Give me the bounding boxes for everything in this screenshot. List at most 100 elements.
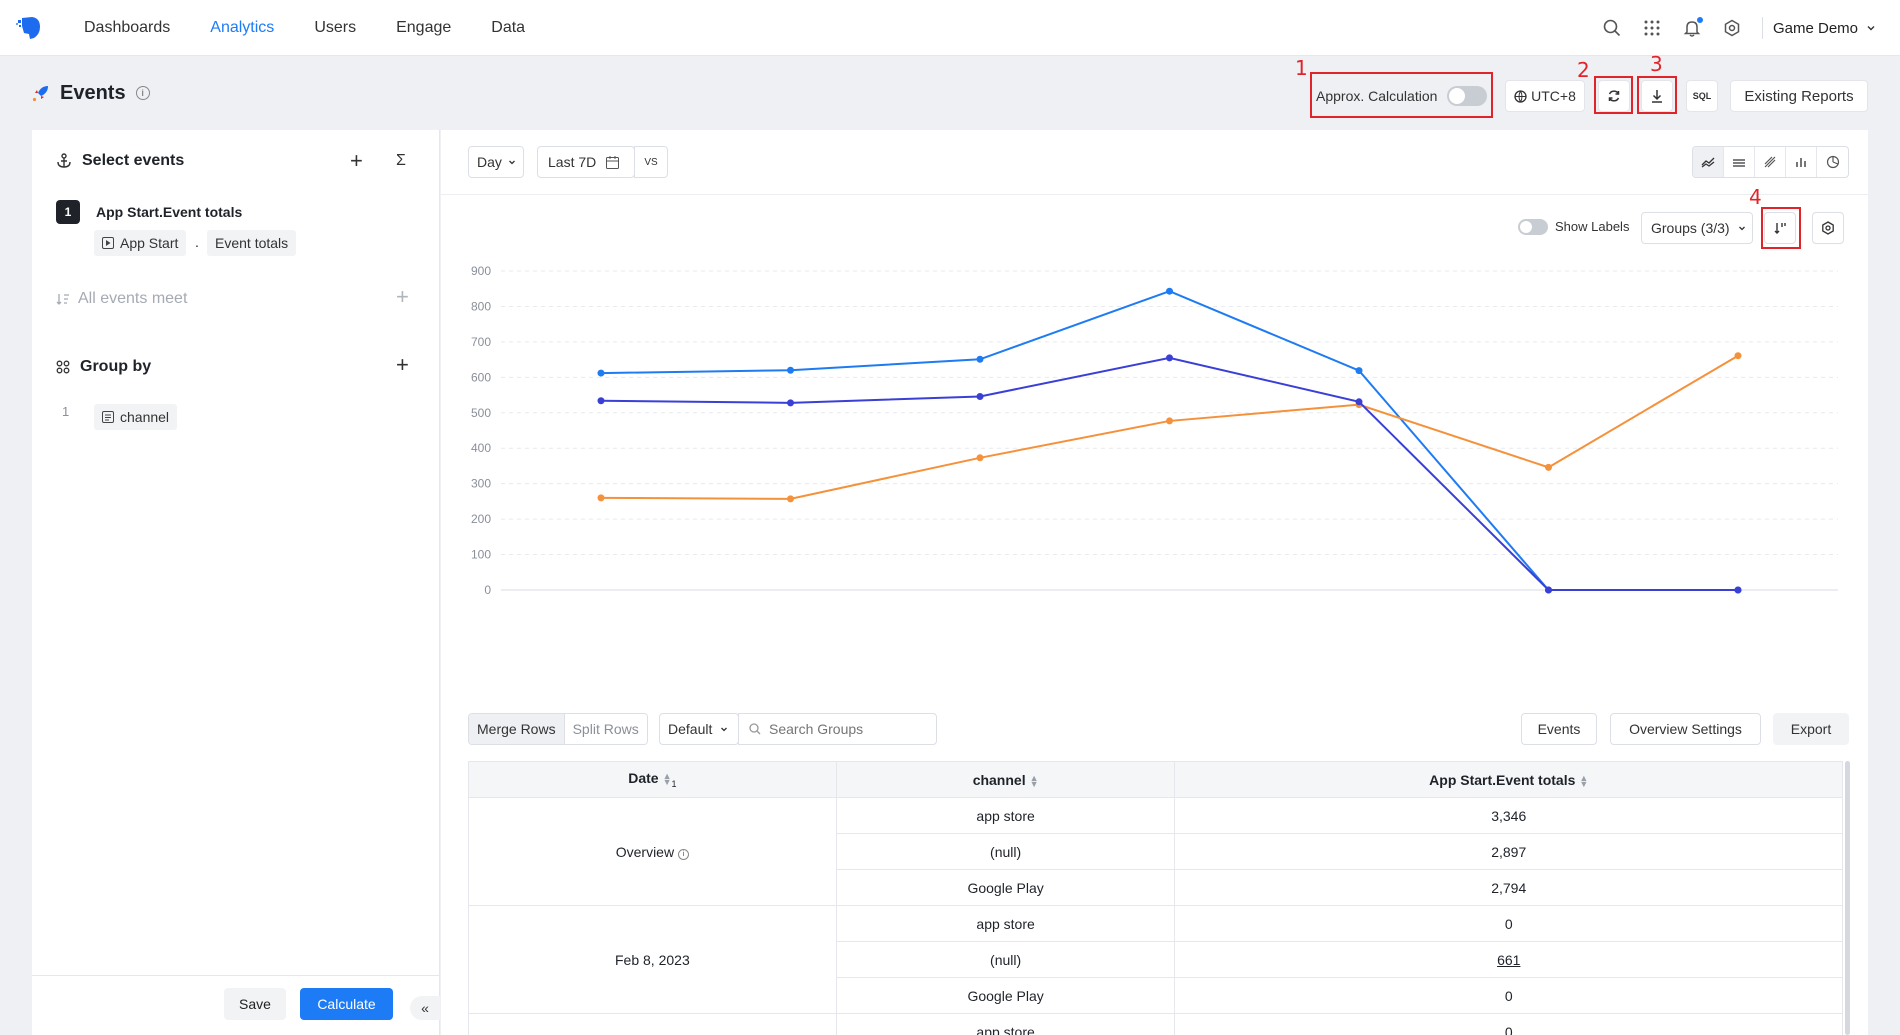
granularity-select[interactable]: Day (468, 146, 524, 178)
group-by-label: Group by (80, 358, 152, 375)
show-labels-toggle[interactable] (1518, 219, 1548, 235)
download-button[interactable] (1641, 80, 1673, 112)
search-groups-input[interactable] (769, 721, 919, 737)
event-chip[interactable]: App Start (94, 230, 187, 256)
y-tick-label: 400 (471, 441, 491, 455)
events-button[interactable]: Events (1521, 713, 1597, 745)
search-groups-field[interactable] (738, 713, 937, 745)
series-line-3[interactable] (600, 356, 1738, 591)
add-filter-icon[interactable]: + (396, 284, 409, 309)
collapse-panel-button[interactable]: « (410, 996, 440, 1020)
data-point[interactable] (1355, 398, 1363, 406)
settings-gear-icon[interactable] (1712, 8, 1752, 48)
data-point[interactable] (1355, 367, 1363, 375)
table-scrollbar[interactable] (1845, 761, 1850, 1035)
pie-chart-icon[interactable] (1817, 147, 1848, 177)
globe-icon (1514, 89, 1527, 103)
merge-rows-tab[interactable]: Merge Rows (469, 714, 564, 744)
y-tick-label: 200 (471, 512, 491, 526)
data-point[interactable] (787, 399, 794, 407)
notification-bell-icon[interactable] (1672, 8, 1712, 48)
nav-engage[interactable]: Engage (396, 18, 452, 36)
line-chart-icon[interactable] (1693, 147, 1724, 177)
overview-settings-button[interactable]: Overview Settings (1610, 713, 1761, 745)
compare-vs-button[interactable]: VS (634, 146, 668, 178)
data-point[interactable] (787, 366, 794, 374)
timezone-button[interactable]: UTC+8 (1505, 80, 1585, 112)
column-header-metric[interactable]: App Start.Event totals ▲ ▼ (1174, 761, 1843, 798)
project-switcher[interactable]: Game Demo (1773, 20, 1876, 37)
existing-reports-button[interactable]: Existing Reports (1730, 80, 1868, 112)
search-icon (749, 723, 761, 735)
series-line-1[interactable] (600, 290, 1738, 591)
chart-settings-button[interactable] (1812, 212, 1844, 244)
info-icon[interactable]: i (135, 86, 150, 100)
value-link[interactable]: 661 (1497, 951, 1521, 968)
groups-value: Groups (3/3) (1651, 220, 1730, 236)
data-point[interactable] (976, 392, 984, 400)
data-point[interactable] (1545, 586, 1552, 594)
stacked-area-icon[interactable] (1724, 147, 1755, 177)
sort-icon[interactable]: ▲ ▼ (1029, 772, 1039, 789)
add-event-icon[interactable]: + (350, 148, 363, 173)
data-point[interactable] (1166, 287, 1173, 295)
nav-data[interactable]: Data (491, 18, 526, 36)
add-group-icon[interactable]: + (396, 352, 409, 377)
column-header-channel[interactable]: channel ▲ ▼ (835, 761, 1176, 798)
nav-analytics[interactable]: Analytics (210, 18, 275, 36)
event-row[interactable]: 1 App Start.Event totals (56, 200, 242, 224)
date-range-value: Last 7D (548, 154, 597, 170)
data-point[interactable] (597, 397, 605, 405)
cumulative-chart-icon[interactable] (1755, 147, 1786, 177)
approx-calculation-toggle[interactable] (1447, 86, 1488, 106)
default-view-select[interactable]: Default (659, 713, 739, 745)
sort-icon[interactable]: ▲ ▼ (662, 771, 672, 788)
value-cell: 0 (1174, 905, 1843, 942)
channel-cell: app store (835, 797, 1176, 834)
search-icon[interactable] (1592, 8, 1632, 48)
data-point[interactable] (1545, 463, 1552, 471)
row-mode-toggle: Merge Rows Split Rows (468, 713, 648, 745)
all-events-meet-label: All events meet (78, 290, 188, 307)
date-range-picker[interactable]: Last 7D (537, 146, 635, 178)
sort-order-button[interactable] (1764, 212, 1796, 244)
info-icon[interactable]: i (677, 848, 689, 860)
refresh-button[interactable] (1598, 80, 1630, 112)
data-point[interactable] (1166, 417, 1173, 425)
data-point[interactable] (597, 369, 605, 377)
y-tick-label: 100 (471, 548, 491, 562)
group-field-chip[interactable]: channel (94, 404, 178, 430)
group-index: 1 (62, 404, 70, 419)
split-rows-tab[interactable]: Split Rows (563, 714, 647, 744)
save-button[interactable]: Save (224, 988, 286, 1020)
data-point[interactable] (1734, 586, 1742, 594)
date-cell: Feb 8, 2023 (468, 905, 837, 1014)
sort-icon[interactable]: ▲ ▼ (1579, 772, 1589, 789)
data-point[interactable] (1734, 352, 1742, 360)
data-point[interactable] (787, 495, 794, 503)
table-field-icon (102, 411, 114, 423)
metric-chip[interactable]: Event totals (207, 230, 297, 256)
apps-grid-icon[interactable] (1632, 8, 1672, 48)
data-point[interactable] (976, 355, 984, 363)
all-events-meet-section[interactable]: All events meet (56, 290, 187, 308)
export-button[interactable]: Export (1773, 713, 1849, 745)
sql-button[interactable]: SQL (1686, 80, 1718, 112)
calculate-button[interactable]: Calculate (300, 988, 393, 1020)
column-header-date[interactable]: Date ▲ ▼1 (468, 761, 837, 798)
nav-users[interactable]: Users (314, 18, 357, 36)
nav-dashboards[interactable]: Dashboards (84, 18, 171, 36)
existing-reports-label: Existing Reports (1744, 87, 1854, 105)
data-point[interactable] (597, 494, 605, 502)
data-point[interactable] (976, 454, 984, 462)
approx-calculation-control[interactable]: Approx. Calculation (1316, 80, 1490, 112)
bar-chart-icon[interactable] (1786, 147, 1817, 177)
data-point[interactable] (1166, 354, 1173, 362)
anchor-icon (57, 153, 71, 168)
value-cell: 2,897 (1174, 833, 1843, 870)
project-name: Game Demo (1772, 19, 1858, 37)
app-logo-icon[interactable] (16, 14, 44, 42)
table-row: app store 0 (468, 1013, 1843, 1035)
sigma-formula-icon[interactable]: Σ (396, 152, 406, 169)
groups-select[interactable]: Groups (3/3) (1641, 212, 1753, 244)
